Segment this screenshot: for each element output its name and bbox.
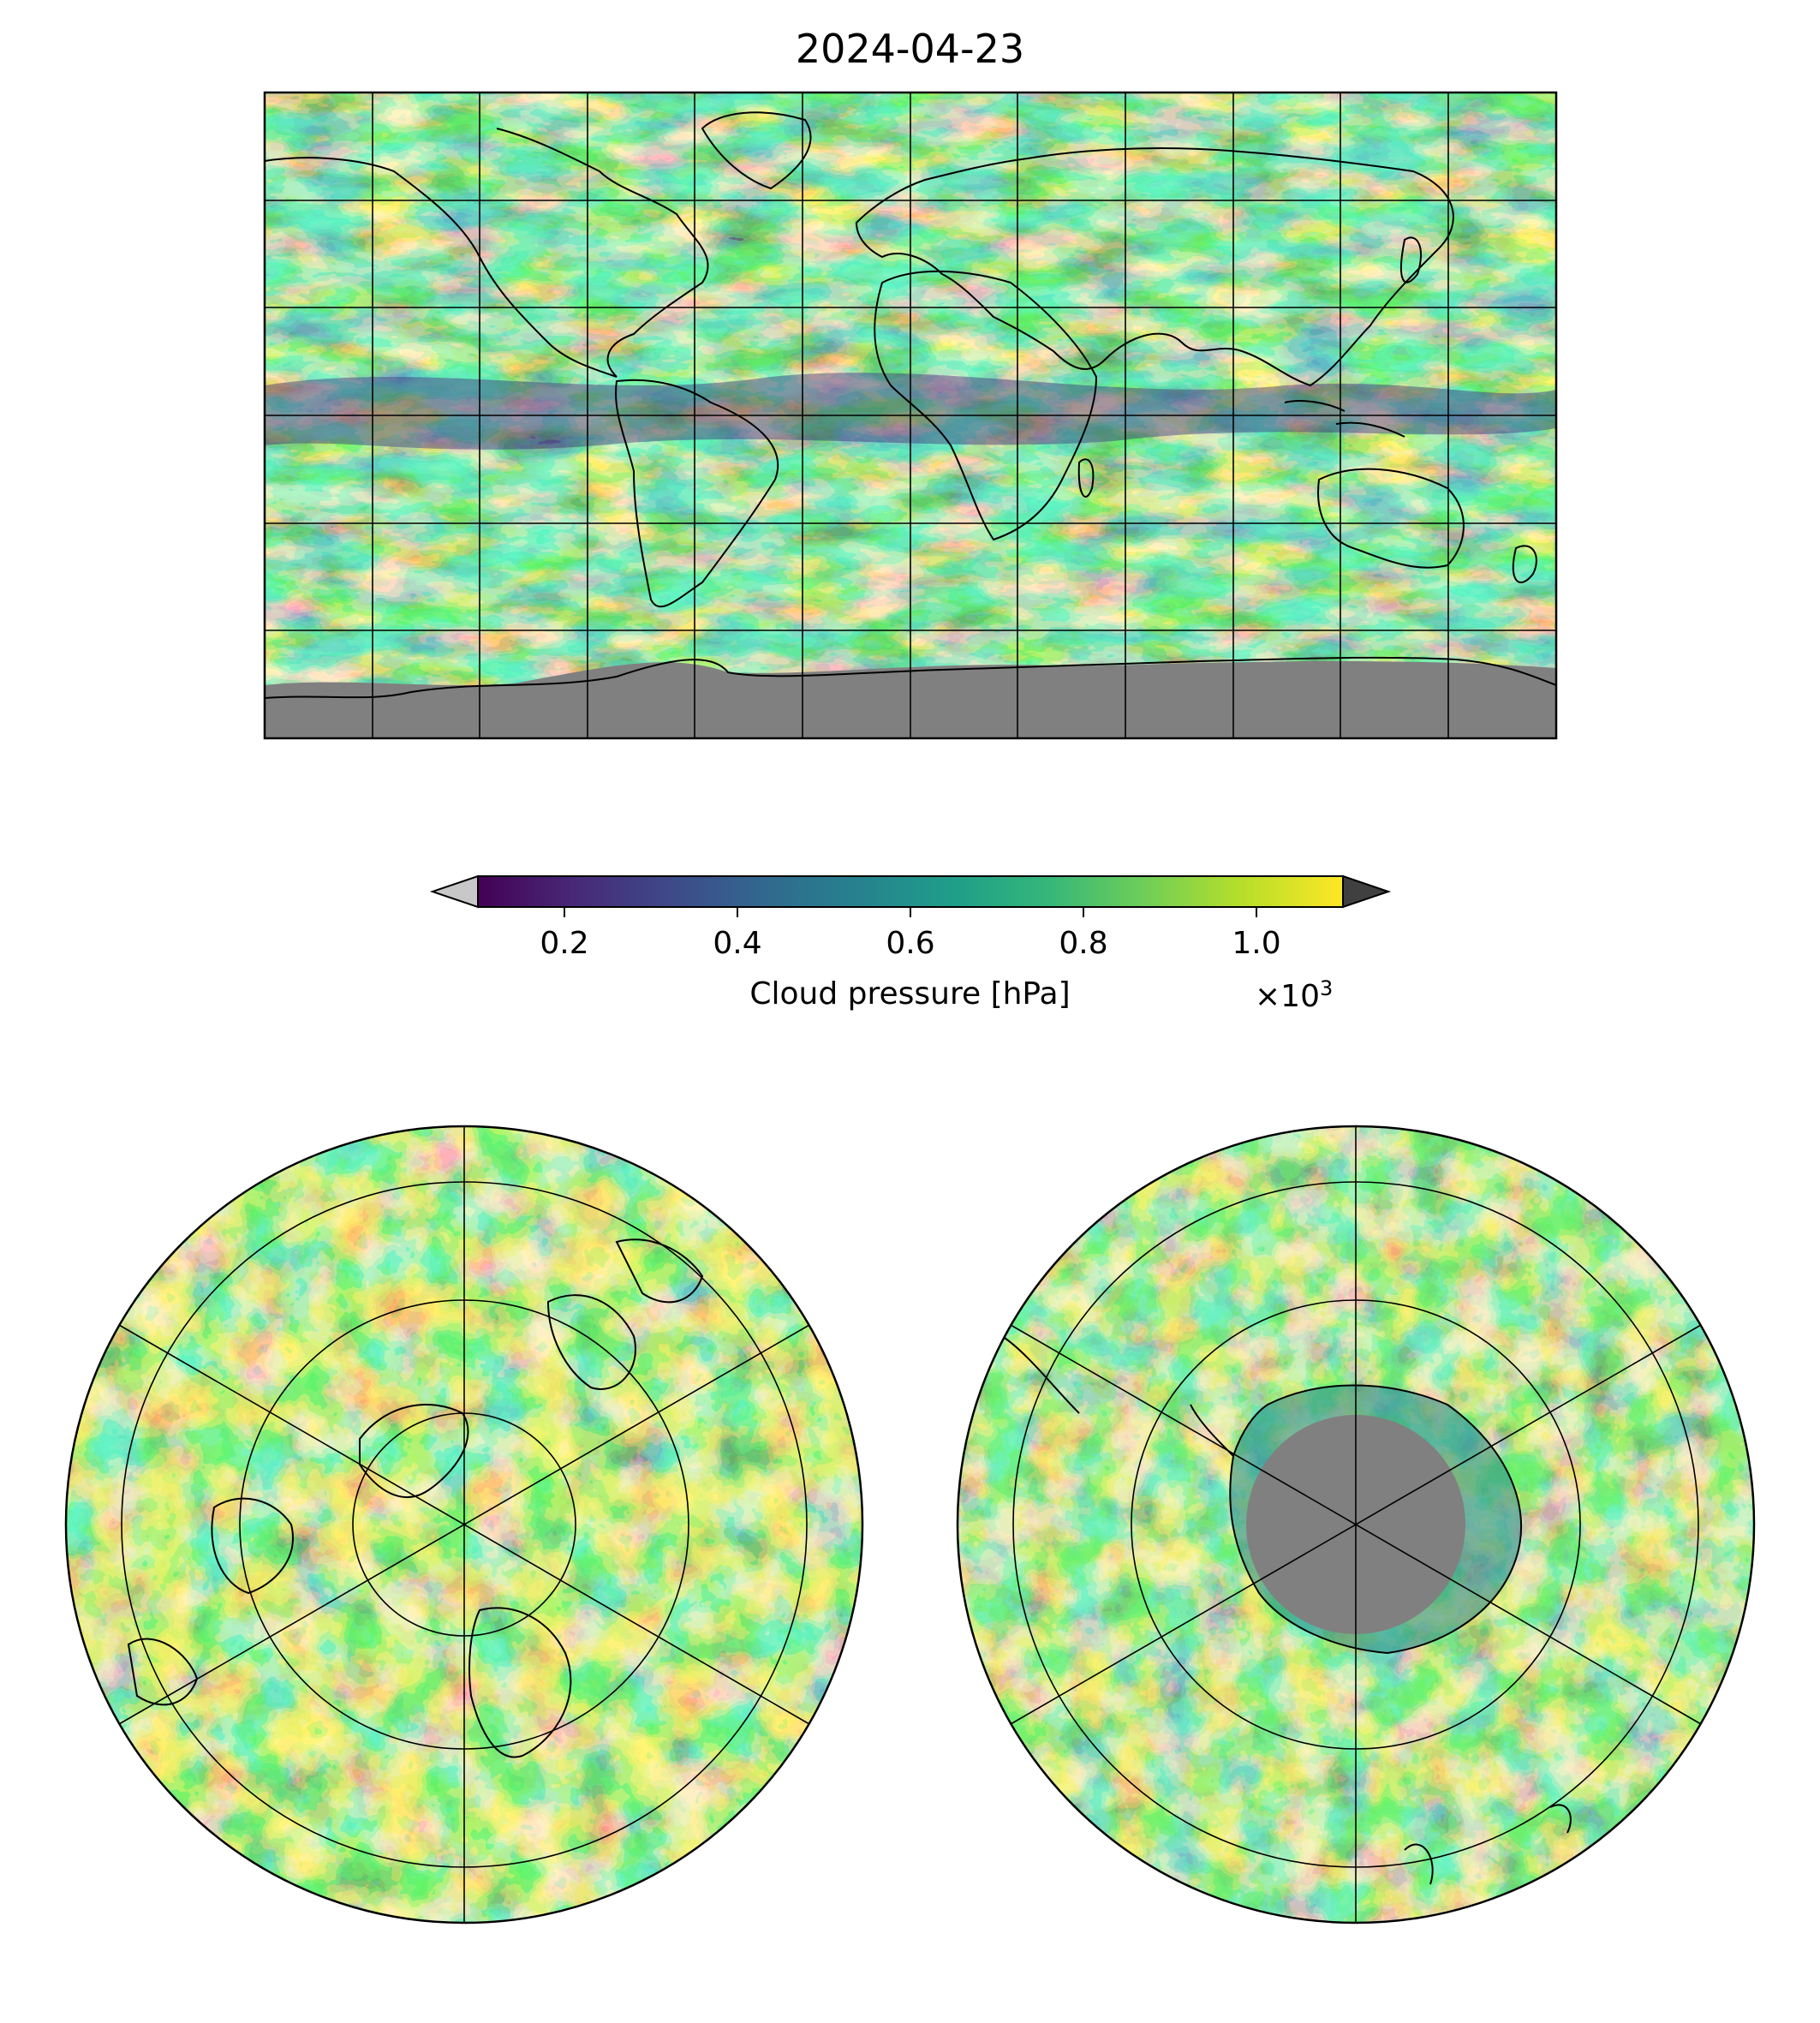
- colorbar-extend-max: [1342, 874, 1392, 909]
- gridlines: [265, 92, 1556, 738]
- north-polar-graticule: [118, 1126, 810, 1923]
- colorbar-tick-label-0: 0.2: [540, 926, 588, 961]
- colorbar-label: Cloud pressure [hPa]: [749, 976, 1071, 1012]
- figure-title: 2024-04-23: [795, 26, 1025, 72]
- global-map: [263, 91, 1558, 740]
- colorbar-multiplier: ×103: [1255, 976, 1334, 1014]
- global-map-frame: [263, 91, 1558, 740]
- south-polar-graticule: [1010, 1126, 1702, 1923]
- north-polar-map: [64, 1125, 864, 1925]
- colorbar-extend-min: [429, 874, 479, 909]
- colorbar-gradient: [478, 876, 1343, 907]
- coastlines: [265, 111, 1556, 699]
- colorbar-tick-label-2: 0.6: [886, 926, 934, 961]
- south-polar-frame: [956, 1125, 1756, 1925]
- north-polar-frame: [64, 1125, 864, 1925]
- colorbar-tick-label-3: 0.8: [1059, 926, 1107, 961]
- colorbar-ticks: 0.2 0.4 0.6 0.8 1.0: [540, 907, 1281, 961]
- colorbar-tick-label-1: 0.4: [713, 926, 761, 961]
- colorbar: 0.2 0.4 0.6 0.8 1.0: [429, 874, 1392, 961]
- colorbar-tick-label-4: 1.0: [1232, 926, 1280, 961]
- south-polar-map: [956, 1125, 1756, 1925]
